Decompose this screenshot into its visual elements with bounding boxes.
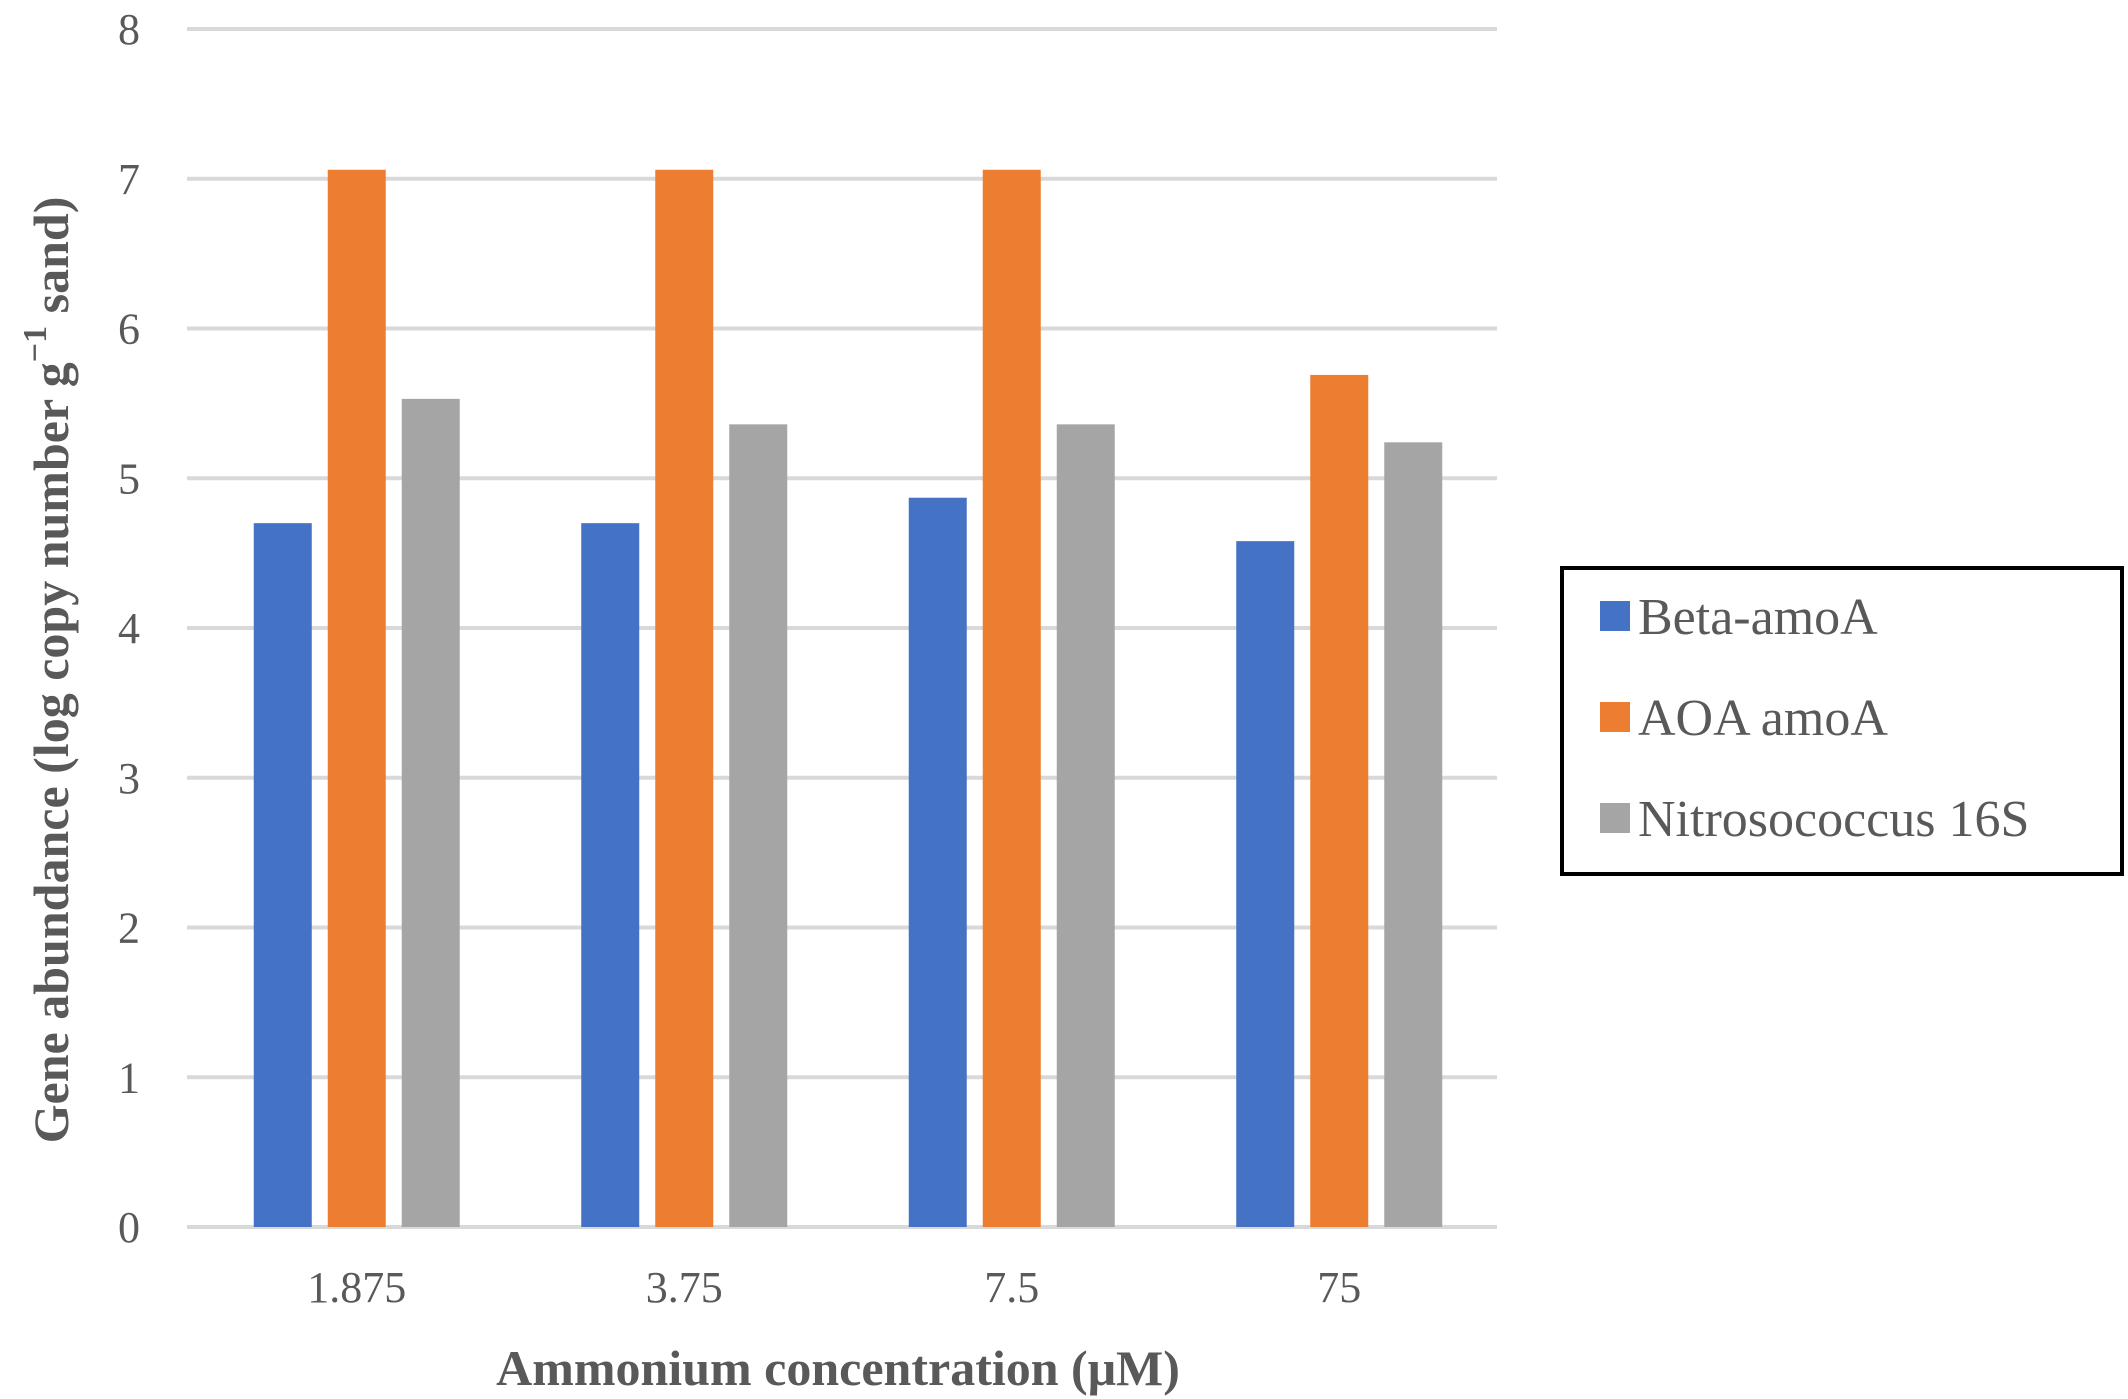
y-tick-label: 2: [118, 904, 140, 953]
bar-aoa-amoa-0: [327, 169, 386, 1227]
legend: Beta-amoA AOA amoA Nitrosococcus 16S: [1560, 566, 2124, 876]
bars: [253, 169, 1443, 1228]
bar-beta-amoa-1: [581, 523, 640, 1227]
x-tick-label: 1.875: [307, 1263, 406, 1312]
bar-nitrosococcus-16s-1: [729, 424, 788, 1228]
legend-label: AOA amoA: [1638, 690, 1888, 747]
y-tick-label: 7: [118, 155, 140, 204]
x-tick-label: 7.5: [984, 1263, 1039, 1312]
y-tick-label: 5: [118, 454, 140, 503]
legend-swatch: [1600, 803, 1630, 833]
bar-beta-amoa-0: [253, 523, 312, 1227]
x-tick-label: 3.75: [646, 1263, 723, 1312]
bar-aoa-amoa-3: [1310, 374, 1369, 1227]
y-tick-label: 3: [118, 754, 140, 803]
legend-label: Nitrosococcus 16S: [1638, 791, 2029, 848]
y-axis-title: Gene abundance (log copy number g−1 sand…: [17, 197, 79, 1144]
bar-nitrosococcus-16s-3: [1384, 442, 1443, 1227]
legend-border: [1560, 566, 2124, 876]
y-axis-title-superscript: −1: [17, 326, 54, 362]
bar-beta-amoa-3: [1236, 541, 1295, 1227]
bar-aoa-amoa-1: [655, 169, 714, 1227]
bar-nitrosococcus-16s-2: [1056, 424, 1115, 1228]
bar-aoa-amoa-2: [982, 169, 1041, 1227]
legend-swatch: [1600, 702, 1630, 732]
y-tick-label: 6: [118, 305, 140, 354]
y-tick-label: 8: [118, 5, 140, 54]
bar-beta-amoa-2: [908, 497, 967, 1227]
x-tick-labels: 1.875 3.75 7.5 75: [307, 1263, 1361, 1312]
bar-nitrosococcus-16s-0: [401, 398, 460, 1227]
y-axis-title-main: Gene abundance (log copy number g: [23, 362, 79, 1143]
y-tick-labels: 0 1 2 3 4 5 6 7 8: [118, 5, 140, 1252]
y-tick-label: 1: [118, 1053, 140, 1102]
legend-label: Beta-amoA: [1638, 589, 1878, 646]
y-tick-label: 4: [118, 604, 140, 653]
x-tick-label: 75: [1317, 1263, 1361, 1312]
legend-swatch: [1600, 601, 1630, 631]
y-axis-title-tail: sand): [23, 197, 79, 326]
x-axis-title: Ammonium concentration (μM): [496, 1340, 1180, 1396]
y-tick-label: 0: [118, 1203, 140, 1252]
